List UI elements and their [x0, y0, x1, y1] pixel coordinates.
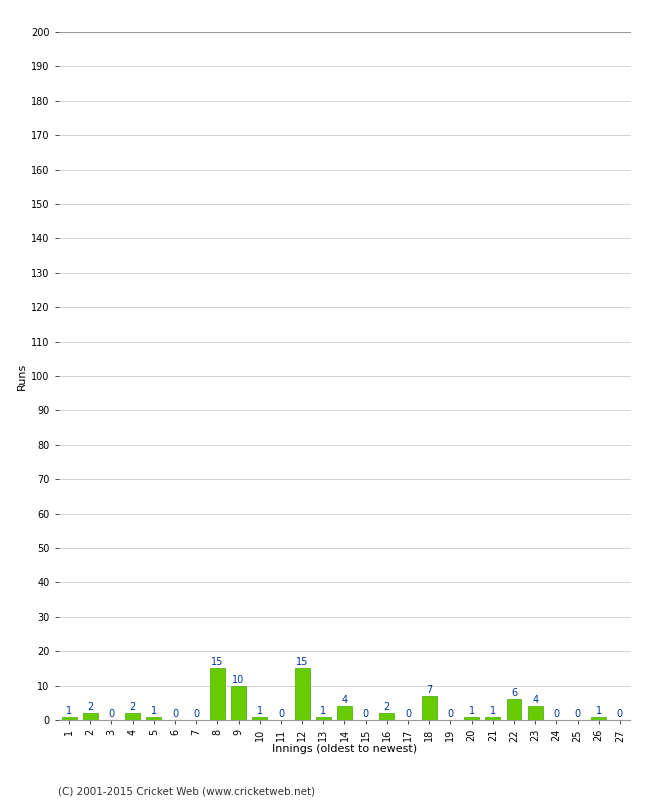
- Text: 4: 4: [532, 695, 538, 706]
- Text: 2: 2: [129, 702, 136, 712]
- Text: 0: 0: [575, 709, 580, 719]
- Text: 0: 0: [617, 709, 623, 719]
- Bar: [422, 696, 437, 720]
- X-axis label: Innings (oldest to newest): Innings (oldest to newest): [272, 744, 417, 754]
- Text: 1: 1: [489, 706, 496, 715]
- Bar: [316, 717, 331, 720]
- Text: 0: 0: [278, 709, 284, 719]
- Text: 0: 0: [193, 709, 200, 719]
- Text: 4: 4: [341, 695, 348, 706]
- Bar: [146, 717, 161, 720]
- Bar: [62, 717, 77, 720]
- Text: (C) 2001-2015 Cricket Web (www.cricketweb.net): (C) 2001-2015 Cricket Web (www.cricketwe…: [58, 786, 316, 796]
- Bar: [592, 717, 606, 720]
- Text: 1: 1: [469, 706, 474, 715]
- Text: 0: 0: [109, 709, 114, 719]
- Text: 6: 6: [511, 688, 517, 698]
- Bar: [231, 686, 246, 720]
- Bar: [380, 713, 395, 720]
- Bar: [506, 699, 521, 720]
- Bar: [486, 717, 500, 720]
- Bar: [294, 669, 309, 720]
- Text: 0: 0: [405, 709, 411, 719]
- Text: 15: 15: [296, 658, 308, 667]
- Text: 2: 2: [384, 702, 390, 712]
- Y-axis label: Runs: Runs: [17, 362, 27, 390]
- Text: 1: 1: [257, 706, 263, 715]
- Text: 0: 0: [553, 709, 560, 719]
- Bar: [210, 669, 225, 720]
- Text: 1: 1: [320, 706, 326, 715]
- Text: 0: 0: [363, 709, 369, 719]
- Text: 2: 2: [87, 702, 94, 712]
- Bar: [83, 713, 98, 720]
- Text: 1: 1: [66, 706, 72, 715]
- Bar: [528, 706, 543, 720]
- Bar: [337, 706, 352, 720]
- Text: 15: 15: [211, 658, 224, 667]
- Text: 7: 7: [426, 685, 432, 695]
- Text: 0: 0: [172, 709, 178, 719]
- Bar: [125, 713, 140, 720]
- Text: 1: 1: [595, 706, 602, 715]
- Text: 10: 10: [233, 674, 244, 685]
- Bar: [252, 717, 267, 720]
- Text: 0: 0: [447, 709, 454, 719]
- Bar: [464, 717, 479, 720]
- Text: 1: 1: [151, 706, 157, 715]
